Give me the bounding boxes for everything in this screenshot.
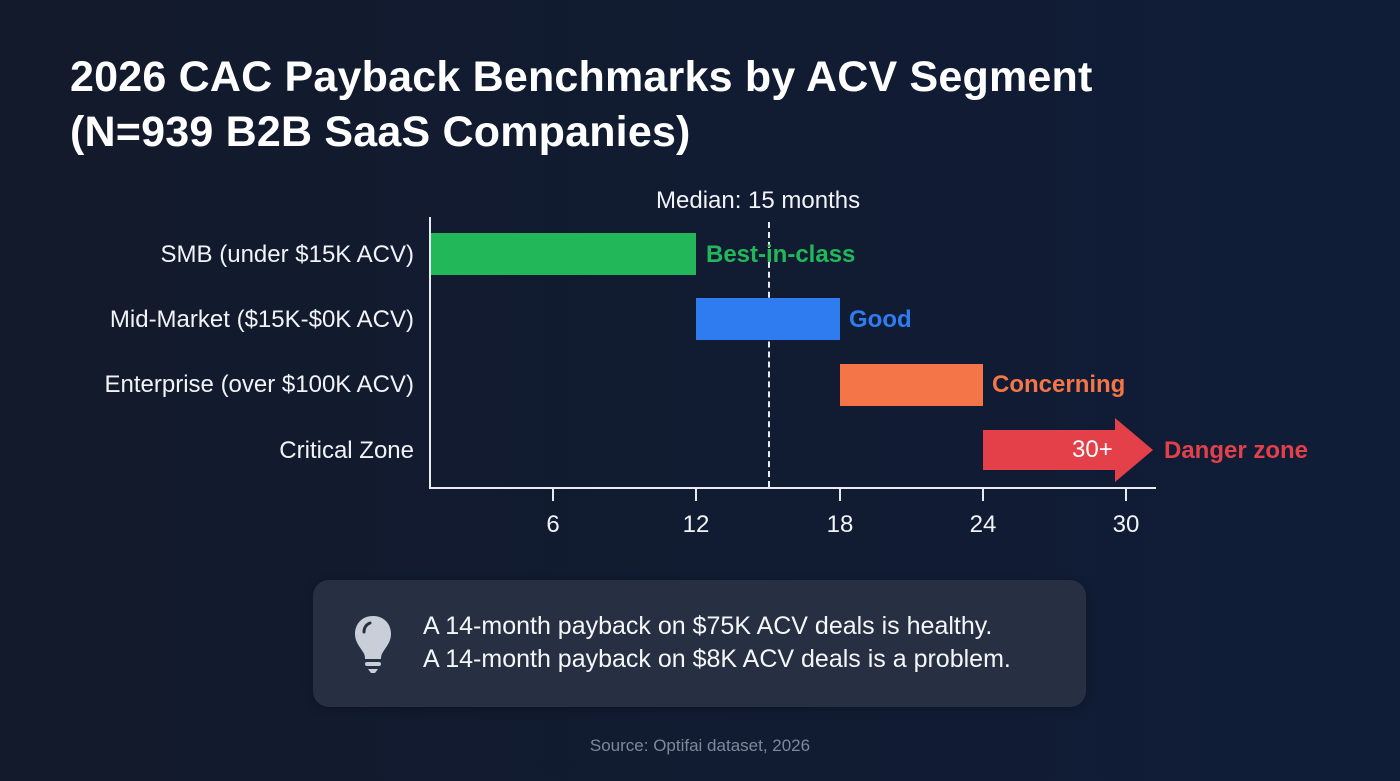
bar-mid-market xyxy=(696,298,840,340)
y-axis xyxy=(429,217,431,489)
bar-smb xyxy=(431,233,696,275)
row-label-smb: SMB (under $15K ACV) xyxy=(160,241,414,268)
bar-label-best-in-class: Best-in-class xyxy=(706,241,856,268)
chart-title-line-1: 2026 CAC Payback Benchmarks by ACV Segme… xyxy=(70,53,1093,101)
bar-enterprise xyxy=(840,364,983,406)
source-note: Source: Optifai dataset, 2026 xyxy=(589,736,811,755)
row-label-enterprise: Enterprise (over $100K ACV) xyxy=(104,371,414,398)
bar-label-good: Good xyxy=(849,306,912,333)
payback-chart: Median: 15 months SMB (under $15K ACV) M… xyxy=(104,187,1309,538)
x-tick-label-24: 24 xyxy=(969,511,997,538)
x-tick-label-6: 6 xyxy=(546,511,560,538)
x-tick-12 xyxy=(695,489,697,501)
chart-title-line-2: (N=939 B2B SaaS Companies) xyxy=(70,108,691,156)
critical-zone-arrow-icon xyxy=(983,418,1153,482)
x-axis xyxy=(429,487,1156,489)
row-label-mid-market: Mid-Market ($15K-$0K ACV) xyxy=(109,306,414,333)
x-tick-18 xyxy=(839,489,841,501)
callout-line-1: A 14-month payback on $75K ACV deals is … xyxy=(423,612,993,640)
x-tick-label-12: 12 xyxy=(682,511,710,538)
callout-text: A 14-month payback on $75K ACV deals is … xyxy=(423,610,1011,676)
row-label-critical-zone: Critical Zone xyxy=(279,437,414,464)
bar-label-danger-zone: Danger zone xyxy=(1164,437,1309,464)
median-label: Median: 15 months xyxy=(656,187,861,214)
median-line xyxy=(768,222,770,487)
lightbulb-icon xyxy=(355,616,391,673)
x-tick-24 xyxy=(982,489,984,501)
x-tick-30 xyxy=(1125,489,1127,501)
bar-label-concerning: Concerning xyxy=(992,371,1126,398)
x-tick-label-18: 18 xyxy=(826,511,854,538)
critical-zone-arrow-text: 30+ xyxy=(1072,436,1113,463)
insight-callout: A 14-month payback on $75K ACV deals is … xyxy=(313,580,1086,707)
chart-title: 2026 CAC Payback Benchmarks by ACV Segme… xyxy=(70,50,1093,160)
x-tick-6 xyxy=(552,489,554,501)
x-tick-label-30: 30 xyxy=(1112,511,1140,538)
callout-line-2: A 14-month payback on $8K ACV deals is a… xyxy=(423,645,1011,673)
